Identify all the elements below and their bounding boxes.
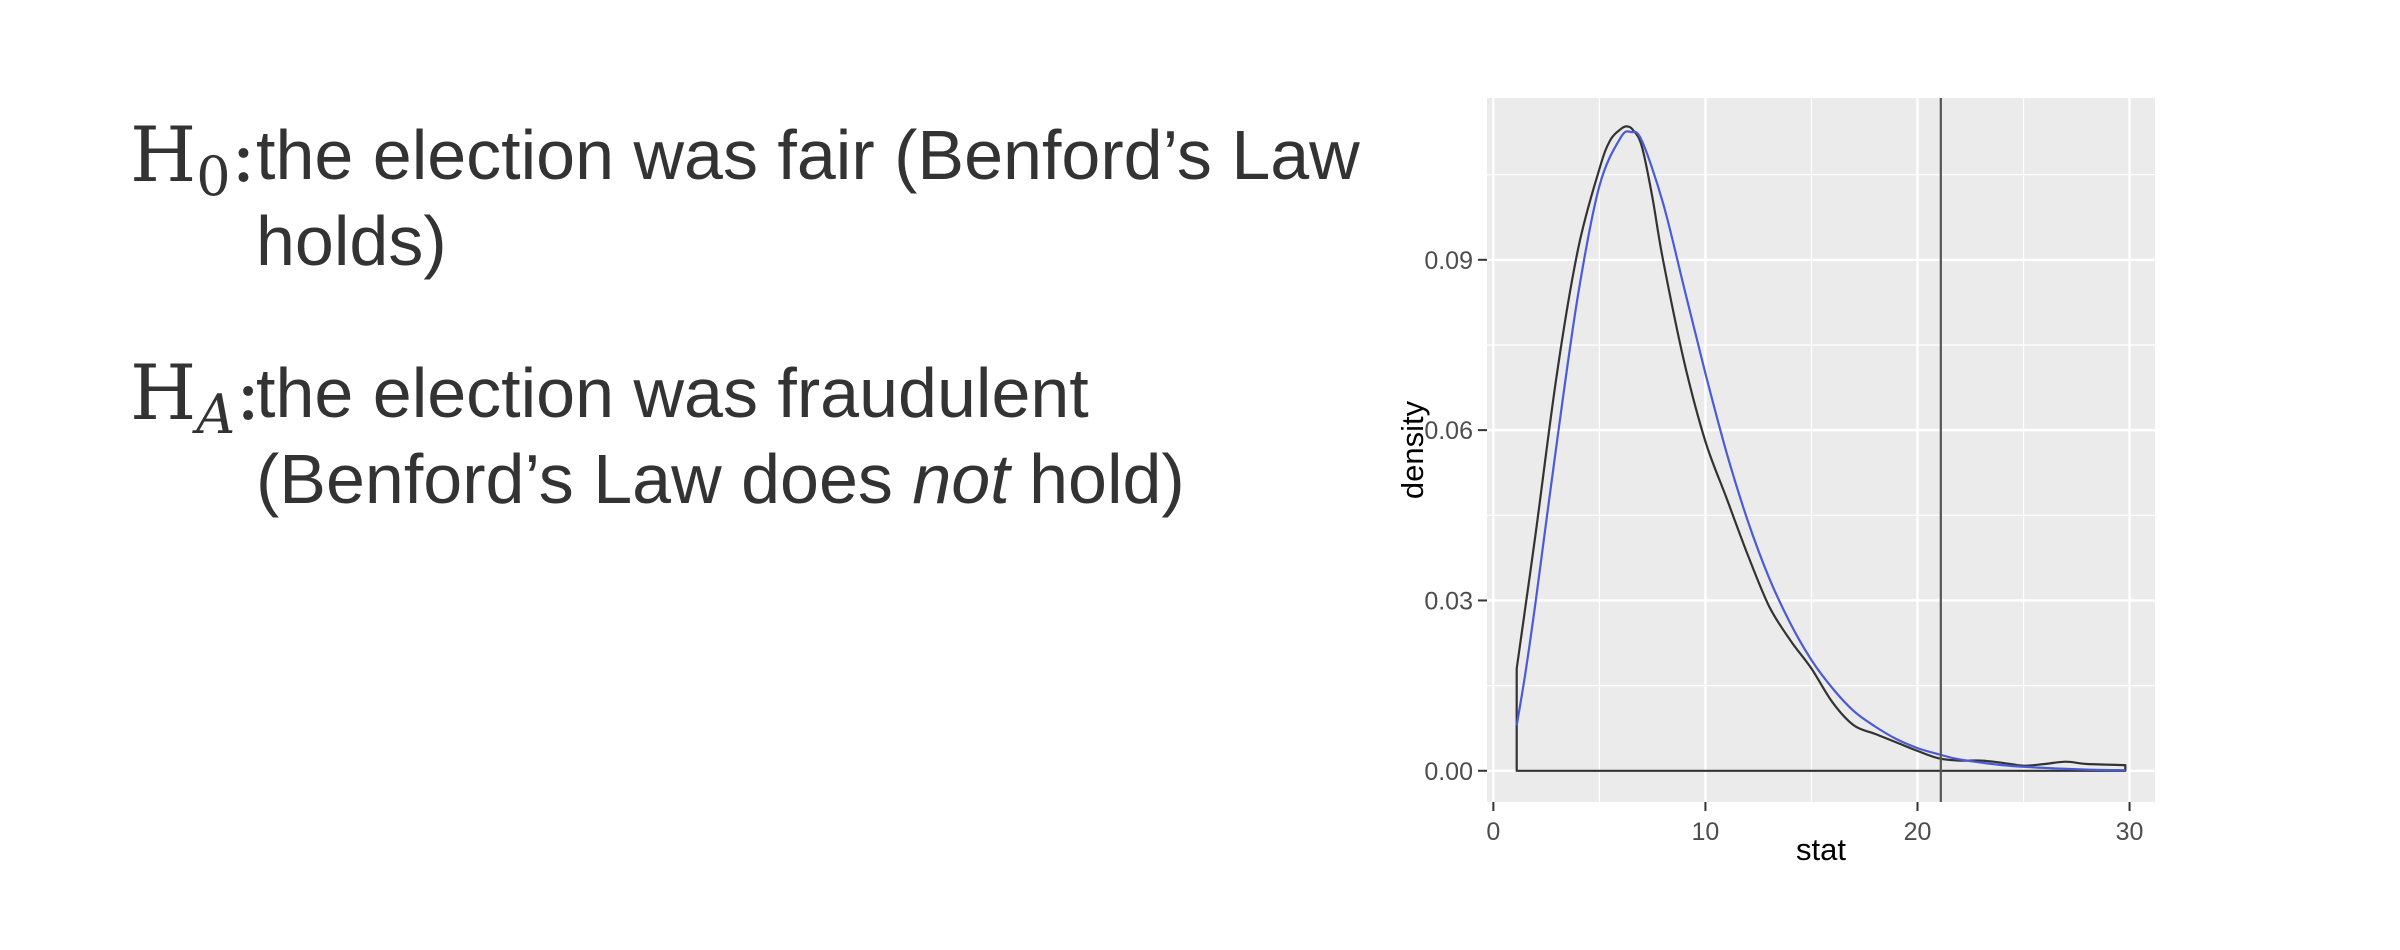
y-tick-label-1: 0.03 bbox=[1424, 587, 1473, 615]
empirical-density-curve bbox=[1515, 125, 2127, 772]
hypothesis-null: H0: the election was fair (Benford’s Law… bbox=[130, 112, 1396, 284]
h0-text: the election was fair (Benford’s Law hol… bbox=[256, 116, 1360, 280]
y-tick-label-2: 0.06 bbox=[1424, 417, 1473, 445]
y-tick-label-3: 0.09 bbox=[1424, 247, 1473, 275]
h0-subscript: 0 bbox=[196, 145, 231, 208]
y-axis-label: density bbox=[1395, 400, 1430, 499]
axis-ticks: 0 10 20 30 0.00 0.03 0.06 0.09 bbox=[1424, 247, 2143, 846]
x-tick-label-3: 30 bbox=[2116, 818, 2144, 846]
x-tick-label-2: 20 bbox=[1904, 818, 1932, 846]
x-tick-label-0: 0 bbox=[1486, 818, 1500, 846]
hypothesis-alternative: HA: the election was fraudulent (Benford… bbox=[130, 350, 1396, 522]
series-layer bbox=[1515, 125, 2127, 772]
ha-subscript: A bbox=[196, 383, 236, 446]
ha-emphasis: not bbox=[912, 440, 1010, 518]
ha-text: the election was fraudulent (Benford’s L… bbox=[256, 354, 1185, 518]
h0-label: H0: bbox=[130, 110, 257, 208]
chi-square-density-curve bbox=[1515, 130, 2126, 772]
x-axis-label: stat bbox=[1796, 832, 1846, 867]
ha-label: HA: bbox=[130, 348, 261, 446]
y-tick-label-0: 0.00 bbox=[1424, 758, 1473, 786]
plot-panel bbox=[1487, 98, 2155, 802]
x-tick-label-1: 10 bbox=[1692, 818, 1720, 846]
